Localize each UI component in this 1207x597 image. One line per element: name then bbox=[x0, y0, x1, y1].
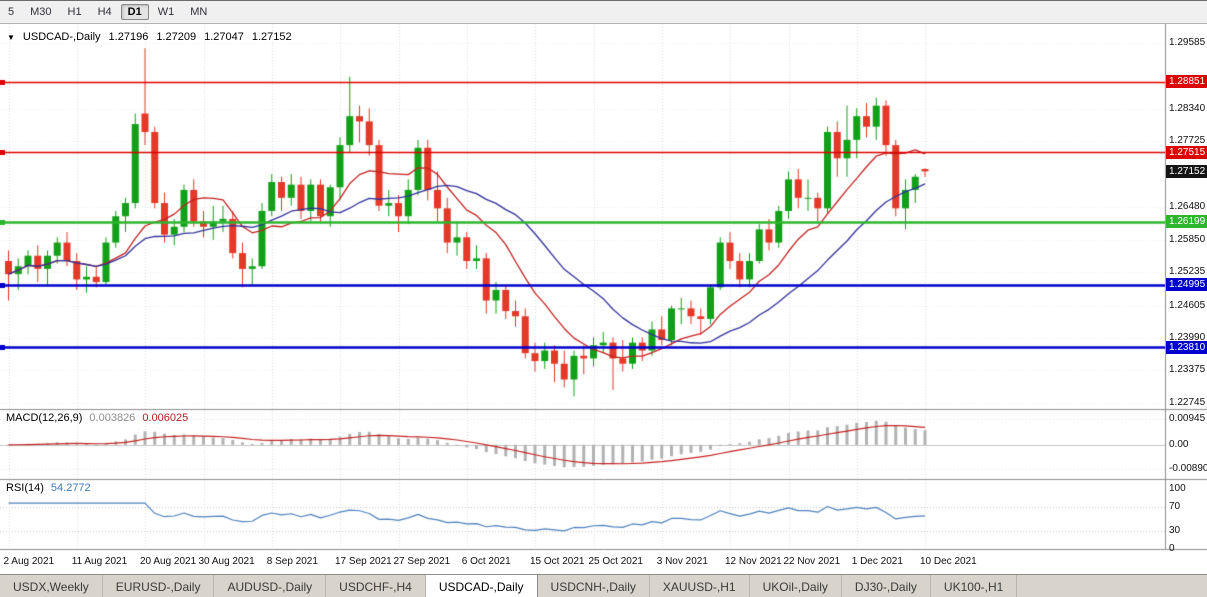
date-label: 27 Sep 2021 bbox=[393, 556, 451, 567]
date-label: 10 Dec 2021 bbox=[920, 556, 977, 567]
date-label: 11 Aug 2021 bbox=[71, 556, 128, 567]
timeframe-button-D1[interactable]: D1 bbox=[120, 4, 149, 20]
macd-main-value: 0.003826 bbox=[89, 412, 136, 424]
chart-symbol-label: USDCAD-,Daily bbox=[22, 31, 101, 43]
price-axis-label: 1.29585 bbox=[1169, 37, 1206, 49]
date-label: 30 Aug 2021 bbox=[198, 556, 255, 567]
price-axis-label: 1.28340 bbox=[1169, 102, 1206, 114]
macd-indicator-label: MACD(12,26,9) 0.003826 0.006025 bbox=[6, 412, 188, 424]
price-axis-label: 1.26480 bbox=[1169, 200, 1206, 212]
macd-axis-label: -0.00890 bbox=[1169, 463, 1207, 475]
timeframe-button-M30[interactable]: M30 bbox=[30, 6, 52, 18]
date-label: 6 Oct 2021 bbox=[461, 556, 511, 567]
date-label: 8 Sep 2021 bbox=[266, 556, 318, 567]
price-badge: 1.27515 bbox=[1166, 145, 1207, 159]
chart-open-value: 1.27196 bbox=[108, 31, 149, 43]
date-label: 20 Aug 2021 bbox=[140, 556, 197, 567]
date-label: 22 Nov 2021 bbox=[783, 556, 841, 567]
timeframe-button-W1[interactable]: W1 bbox=[157, 6, 175, 18]
tab-usdchf-h4[interactable]: USDCHF-,H4 bbox=[326, 575, 426, 597]
price-axis-label: 1.27725 bbox=[1169, 135, 1206, 147]
rsi-value: 54.2772 bbox=[50, 482, 91, 494]
tab-usdcnh-daily[interactable]: USDCNH-,Daily bbox=[538, 575, 650, 597]
rsi-axis-label: 0 bbox=[1169, 543, 1175, 554]
chart-low-value: 1.27047 bbox=[204, 31, 244, 43]
chart-collapse-icon[interactable]: ▼ bbox=[7, 32, 15, 42]
tab-uk100-h1[interactable]: UK100-,H1 bbox=[931, 575, 1018, 597]
price-badge: 1.23810 bbox=[1166, 340, 1207, 354]
date-label: 12 Nov 2021 bbox=[725, 556, 782, 567]
rsi-name: RSI(14) bbox=[6, 482, 44, 494]
price-badge: 1.24995 bbox=[1166, 278, 1207, 292]
date-label: 15 Oct 2021 bbox=[530, 556, 585, 567]
macd-name: MACD(12,26,9) bbox=[6, 412, 83, 424]
price-badge: 1.26199 bbox=[1166, 215, 1207, 229]
timeframe-button-MN[interactable]: MN bbox=[190, 6, 208, 18]
rsi-indicator-label: RSI(14) 54.2772 bbox=[6, 482, 91, 494]
price-axis-label: 1.22745 bbox=[1169, 397, 1206, 409]
rsi-axis-label: 70 bbox=[1169, 501, 1181, 512]
chart-close-value: 1.27152 bbox=[251, 31, 292, 43]
tab-xauusd-h1[interactable]: XAUUSD-,H1 bbox=[650, 575, 750, 597]
tab-eurusd-daily[interactable]: EURUSD-,Daily bbox=[103, 575, 215, 597]
macd-signal-value: 0.006025 bbox=[142, 412, 189, 424]
price-axis-label: 1.23990 bbox=[1169, 331, 1206, 343]
timeframe-toolbar: 5 M30 H1 H4 D1 W1 MN bbox=[0, 1, 1207, 24]
timeframe-button-H1[interactable]: H1 bbox=[67, 6, 82, 18]
chart-high-value: 1.27209 bbox=[156, 31, 197, 43]
timeframe-button-H4[interactable]: H4 bbox=[97, 6, 112, 18]
chart-region: ▼ USDCAD-,Daily 1.27196 1.27209 1.27047 … bbox=[0, 24, 1207, 574]
price-badge: 1.28851 bbox=[1166, 75, 1207, 89]
tab-usdx-weekly[interactable]: USDX,Weekly bbox=[0, 575, 103, 597]
price-axis-label: 1.25850 bbox=[1169, 233, 1206, 245]
date-label: 2 Aug 2021 bbox=[3, 556, 55, 567]
date-label: 1 Dec 2021 bbox=[851, 556, 903, 567]
tab-ukoil-daily[interactable]: UKOil-,Daily bbox=[750, 575, 842, 597]
rsi-axis-label: 30 bbox=[1169, 525, 1181, 536]
chart-tabbar: USDX,Weekly EURUSD-,Daily AUDUSD-,Daily USD… bbox=[0, 574, 1207, 597]
price-axis-label: 1.25235 bbox=[1169, 266, 1206, 278]
chart-canvas[interactable] bbox=[0, 24, 1207, 574]
price-axis-label: 1.24605 bbox=[1169, 299, 1206, 311]
price-badge: 1.27152 bbox=[1166, 164, 1207, 178]
date-label: 17 Sep 2021 bbox=[335, 556, 392, 567]
price-axis-label: 1.23375 bbox=[1169, 364, 1206, 376]
tab-usdcad-daily[interactable]: USDCAD-,Daily bbox=[425, 575, 538, 597]
tab-audusd-daily[interactable]: AUDUSD-,Daily bbox=[214, 575, 327, 597]
timeframe-button-5[interactable]: 5 bbox=[8, 6, 15, 18]
date-label: 25 Oct 2021 bbox=[588, 556, 643, 567]
rsi-axis-label: 100 bbox=[1169, 483, 1186, 494]
chart-title: ▼ USDCAD-,Daily 1.27196 1.27209 1.27047 … bbox=[7, 31, 292, 43]
macd-axis-label: 0.00945 bbox=[1169, 413, 1206, 425]
date-label: 3 Nov 2021 bbox=[656, 556, 708, 567]
macd-axis-label: 0.00 bbox=[1169, 438, 1189, 450]
tab-dj30-daily[interactable]: DJ30-,Daily bbox=[842, 575, 931, 597]
